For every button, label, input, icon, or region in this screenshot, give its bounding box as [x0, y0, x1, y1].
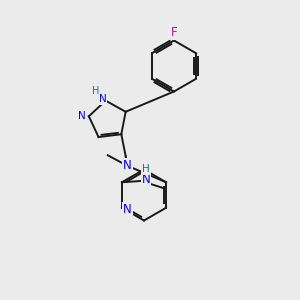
Text: N: N: [123, 159, 132, 172]
Text: F: F: [171, 26, 177, 39]
Text: N: N: [78, 111, 86, 121]
Text: N: N: [99, 94, 106, 104]
Text: N: N: [142, 173, 150, 186]
Text: H: H: [92, 86, 100, 96]
Text: N: N: [123, 203, 132, 216]
Text: H: H: [142, 164, 150, 174]
